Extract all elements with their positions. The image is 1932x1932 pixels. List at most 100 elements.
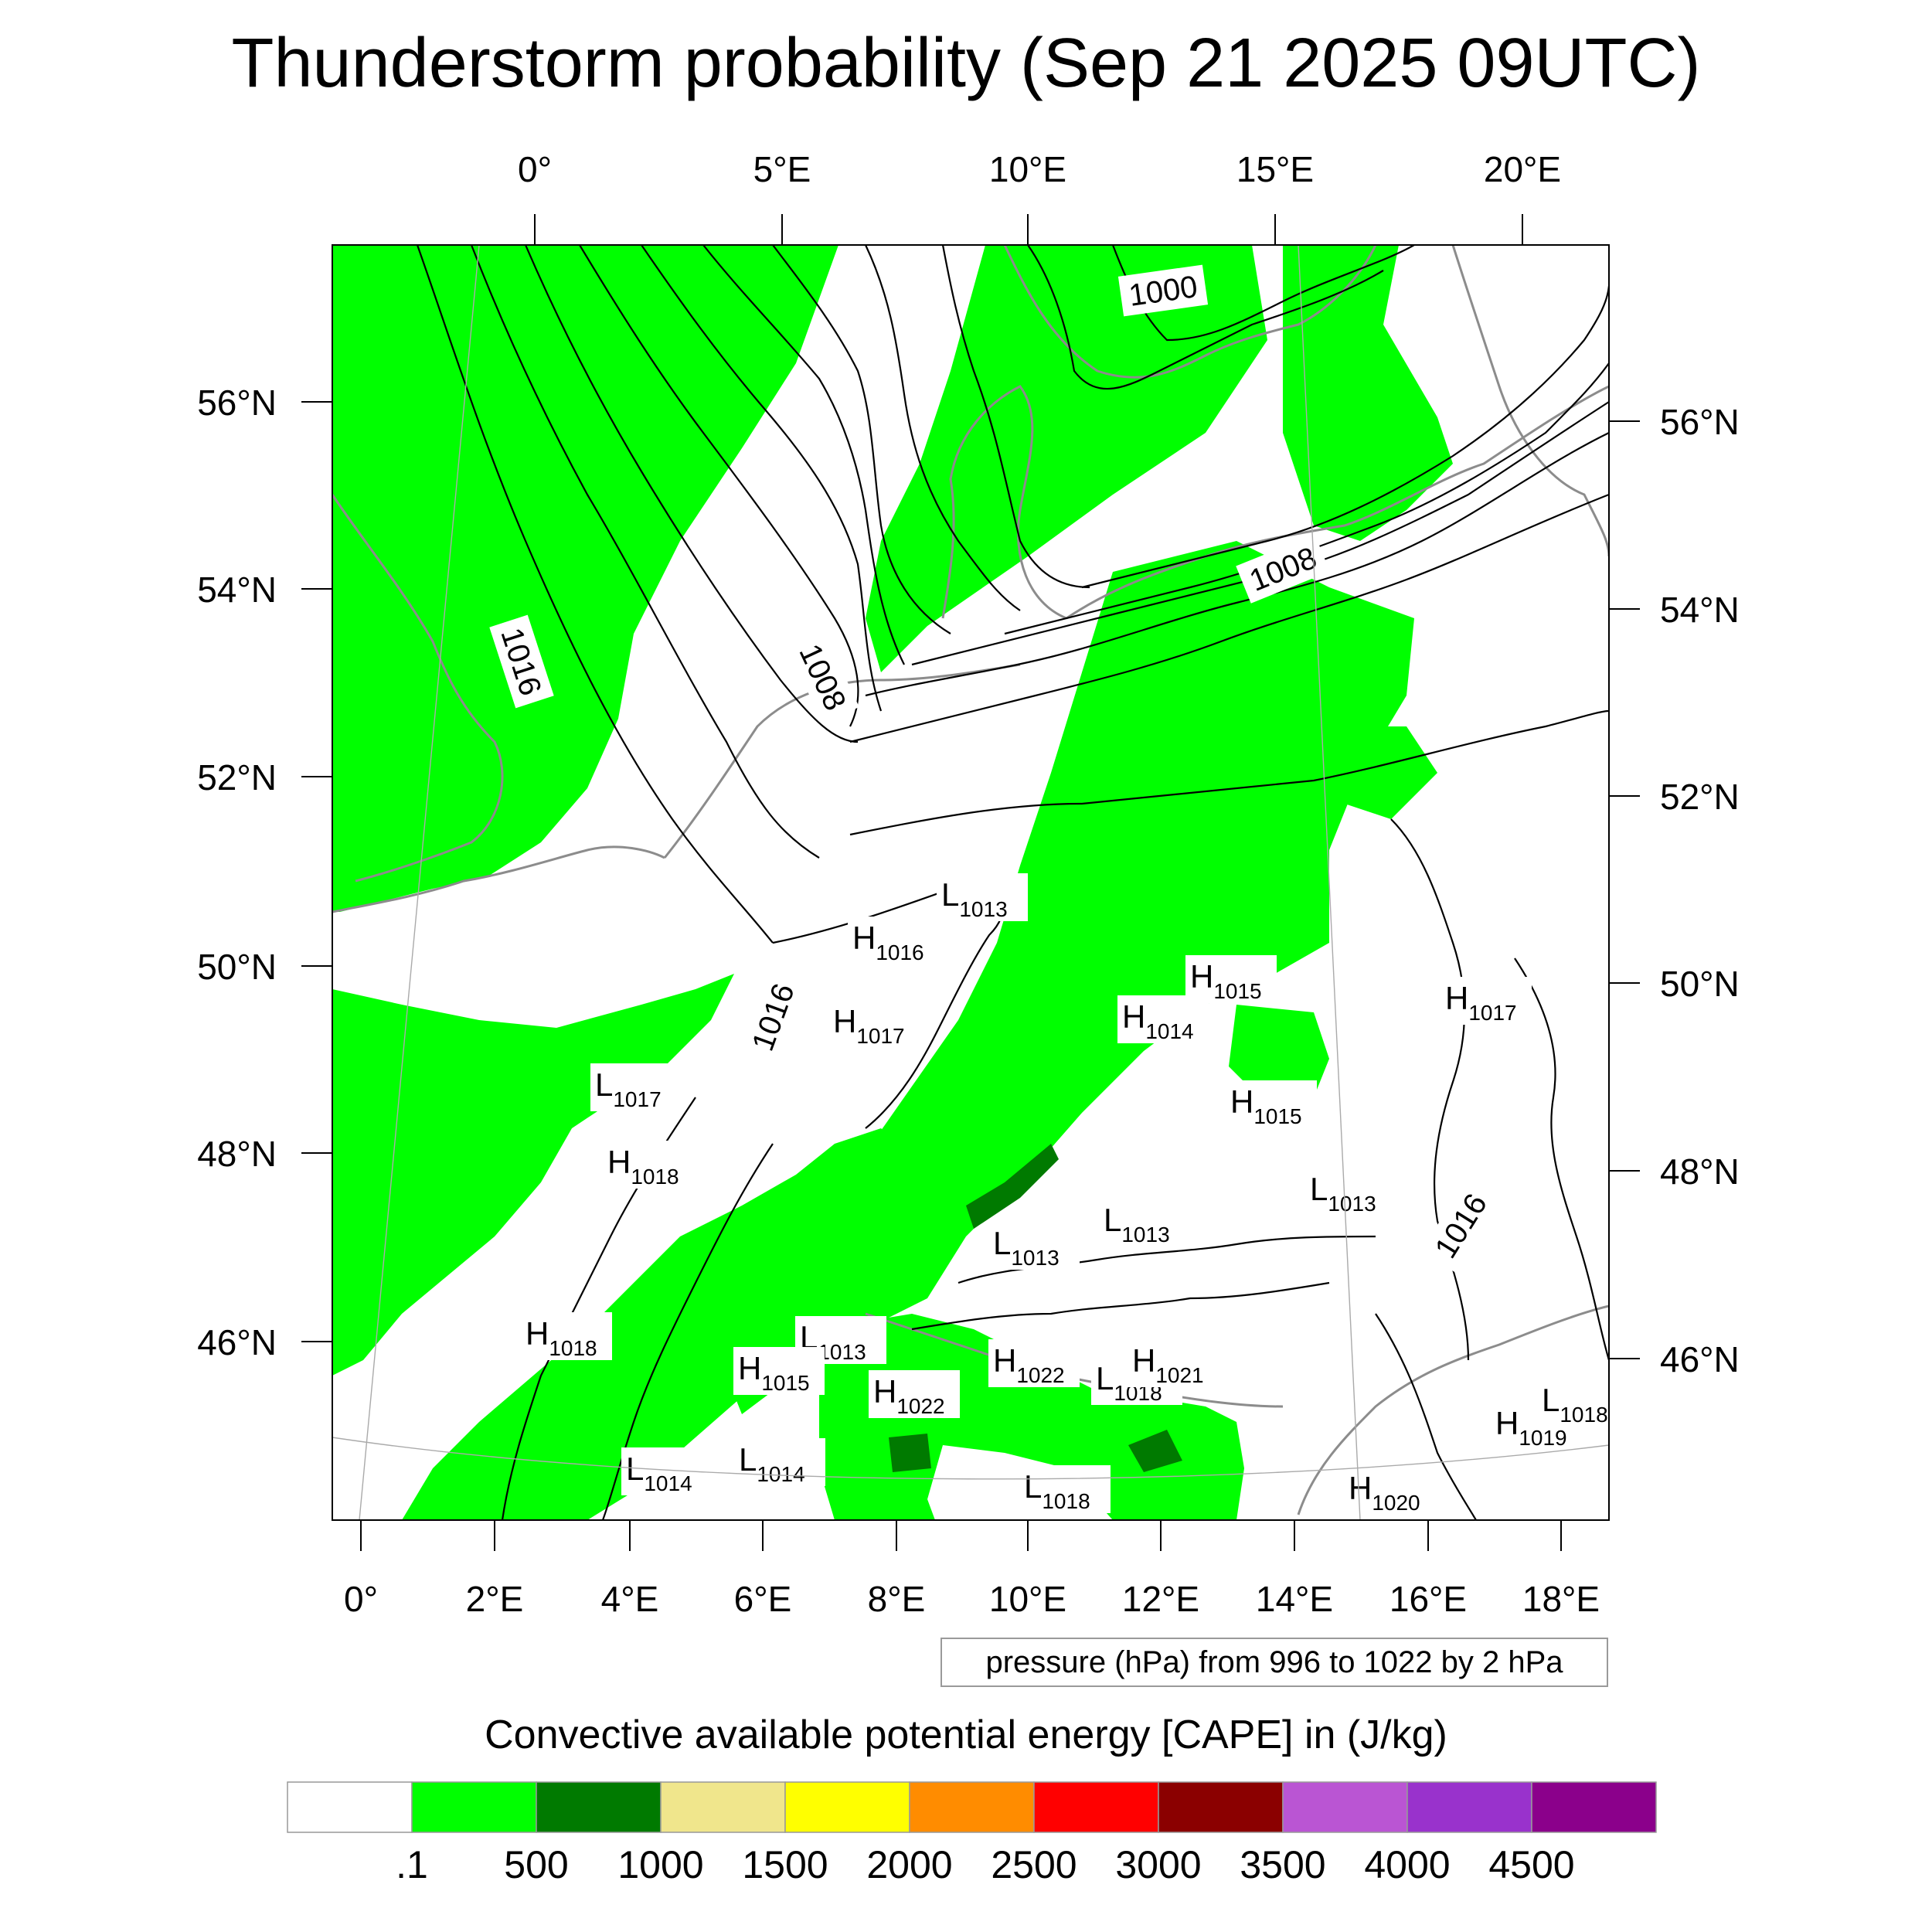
cape-streak-alps-east bbox=[1128, 1430, 1182, 1472]
cape-streak-alps-west bbox=[889, 1434, 931, 1472]
legend-label: 4000 bbox=[1364, 1843, 1450, 1886]
bottom-lon-label: 10°E bbox=[989, 1579, 1066, 1619]
left-lat-label: 52°N bbox=[197, 757, 277, 798]
legend-title: Convective available potential energy [C… bbox=[485, 1713, 1447, 1757]
pressure-center-label: L1013 bbox=[1310, 1171, 1376, 1216]
left-lat-label: 46°N bbox=[197, 1322, 277, 1362]
low-pressure-center: L1014 bbox=[734, 1438, 825, 1486]
isobar-line bbox=[416, 245, 774, 944]
low-pressure-center: L1013 bbox=[988, 1222, 1080, 1270]
bottom-lon-label: 4°E bbox=[601, 1579, 659, 1619]
pressure-center-label: L1014 bbox=[626, 1451, 692, 1495]
isobar-line bbox=[1514, 957, 1609, 1361]
graticule-parallel bbox=[332, 1437, 1609, 1480]
right-lat-label: 46°N bbox=[1660, 1339, 1740, 1379]
legend-color-box bbox=[287, 1781, 413, 1833]
top-lon-labels: 0° 5°E 10°E 15°E 20°E bbox=[518, 149, 1561, 189]
graticule-meridian bbox=[359, 245, 480, 1520]
high-pressure-center: H1015 bbox=[1226, 1080, 1317, 1128]
legend-color-box bbox=[411, 1781, 537, 1833]
right-lat-label: 52°N bbox=[1660, 777, 1740, 817]
top-lon-label: 20°E bbox=[1484, 149, 1561, 189]
isobar-line bbox=[849, 709, 1609, 836]
legend-label: 2500 bbox=[991, 1843, 1077, 1886]
high-pressure-center: H1018 bbox=[603, 1141, 694, 1189]
legend-label: 500 bbox=[504, 1843, 568, 1886]
pressure-center-label: H1022 bbox=[873, 1373, 945, 1418]
pressure-center-label: H1020 bbox=[1349, 1470, 1420, 1515]
coast-uk-east bbox=[332, 494, 504, 883]
left-lat-label: 48°N bbox=[197, 1134, 277, 1174]
isobar-line bbox=[941, 245, 1090, 589]
left-lat-label: 50°N bbox=[197, 947, 277, 987]
isobar-line bbox=[1081, 285, 1609, 589]
legend-label: 1000 bbox=[617, 1843, 703, 1886]
cape-area-west-edge bbox=[332, 294, 386, 495]
bottom-lon-labels: 0° 2°E 4°E 6°E 8°E 10°E 12°E 14°E 16°E 1… bbox=[344, 1579, 1600, 1619]
right-lat-labels: 56°N 54°N 52°N 50°N 48°N 46°N bbox=[1660, 402, 1740, 1379]
graticule-meridian bbox=[1298, 245, 1361, 1520]
isobar-line bbox=[1390, 818, 1470, 1361]
cape-streak-central bbox=[966, 1144, 1059, 1229]
isobar-line bbox=[1004, 362, 1609, 635]
top-lon-label: 0° bbox=[518, 149, 552, 189]
low-pressure-center: L1013 bbox=[937, 873, 1028, 921]
left-lat-label: 54°N bbox=[197, 570, 277, 610]
legend-label: 4500 bbox=[1488, 1843, 1574, 1886]
top-lon-label: 10°E bbox=[989, 149, 1066, 189]
pressure-center-label: L1018 bbox=[1542, 1382, 1608, 1427]
bottom-lon-label: 12°E bbox=[1122, 1579, 1199, 1619]
right-lat-label: 48°N bbox=[1660, 1151, 1740, 1192]
pressure-center-label: H1019 bbox=[1495, 1405, 1567, 1450]
pressure-center-label: H1015 bbox=[738, 1350, 810, 1395]
legend-color-box bbox=[1158, 1781, 1284, 1833]
bottom-lon-label: 18°E bbox=[1522, 1579, 1600, 1619]
left-lat-labels: 56°N 54°N 52°N 50°N 48°N 46°N bbox=[197, 383, 277, 1362]
right-lat-label: 50°N bbox=[1660, 964, 1740, 1004]
legend-color-box bbox=[784, 1781, 910, 1833]
bottom-lon-label: 8°E bbox=[868, 1579, 926, 1619]
legend-color-box bbox=[1406, 1781, 1532, 1833]
isobar-line bbox=[470, 245, 820, 859]
bottom-lon-label: 14°E bbox=[1256, 1579, 1333, 1619]
high-pressure-center: H1017 bbox=[1440, 977, 1532, 1025]
pressure-center-label: L1013 bbox=[941, 876, 1008, 921]
graticule bbox=[332, 245, 1609, 1520]
low-pressure-center: L1018 bbox=[1019, 1465, 1111, 1513]
legend-color-box bbox=[1531, 1781, 1657, 1833]
isobar-line bbox=[911, 1281, 1330, 1331]
isobar-line bbox=[772, 245, 951, 634]
isobar-line bbox=[641, 245, 883, 712]
legend-colorbar bbox=[287, 1781, 1657, 1833]
cape-fill-areas bbox=[332, 245, 1453, 1520]
legend-color-box bbox=[660, 1781, 786, 1833]
cape-area-south-band bbox=[402, 1128, 927, 1520]
pressure-center-label: L1013 bbox=[1104, 1202, 1170, 1247]
pressure-center-label: H1021 bbox=[1132, 1342, 1204, 1387]
pressure-note-text: pressure (hPa) from 996 to 1022 by 2 hPa bbox=[985, 1645, 1563, 1679]
map-area: 1000 1008 1016 1008 1016 1016 L1013 H1016… bbox=[332, 245, 1609, 1520]
isobar-line bbox=[865, 432, 1609, 697]
pressure-center-label: H1015 bbox=[1230, 1083, 1302, 1128]
low-pressure-center: L1018 bbox=[1537, 1379, 1609, 1427]
high-pressure-center: H1021 bbox=[1128, 1339, 1219, 1387]
legend-label: 3000 bbox=[1115, 1843, 1201, 1886]
bottom-lon-label: 0° bbox=[344, 1579, 378, 1619]
coast-france-north bbox=[332, 845, 665, 913]
pressure-center-label: H1018 bbox=[526, 1315, 597, 1360]
high-pressure-center: H1018 bbox=[521, 1312, 612, 1360]
high-pressure-center: H1022 bbox=[988, 1339, 1080, 1387]
isobar-line bbox=[772, 879, 1004, 1129]
right-lat-label: 56°N bbox=[1660, 402, 1740, 442]
high-pressure-center: H1017 bbox=[828, 1000, 920, 1048]
map-frame bbox=[332, 244, 1610, 1521]
cape-area-east-ridge bbox=[1345, 726, 1437, 819]
left-lat-label: 56°N bbox=[197, 383, 277, 423]
high-pressure-center: H1014 bbox=[1117, 995, 1209, 1043]
top-lon-label: 15°E bbox=[1236, 149, 1314, 189]
cape-area-northwest bbox=[332, 245, 838, 912]
right-lat-label: 54°N bbox=[1660, 590, 1740, 630]
cape-area-north-central bbox=[866, 245, 1267, 672]
pressure-center-label: H1018 bbox=[607, 1144, 679, 1189]
legend-label: 2000 bbox=[866, 1843, 952, 1886]
